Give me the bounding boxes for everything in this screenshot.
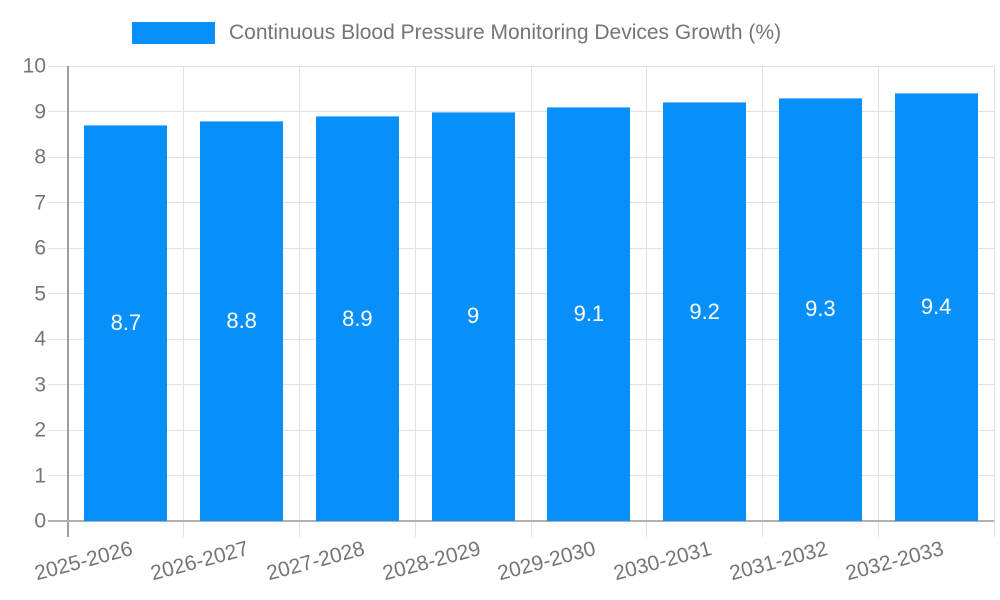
bar — [315, 116, 399, 521]
x-axis-line — [48, 520, 994, 522]
x-axis-category-label: 2030-2031 — [611, 537, 715, 586]
x-axis-category-label: 2029-2030 — [495, 537, 599, 586]
bar — [663, 102, 747, 521]
x-axis-category-label: 2031-2032 — [727, 537, 831, 586]
gridline-horizontal — [48, 429, 994, 431]
bar — [547, 106, 631, 521]
gridline-vertical — [183, 66, 185, 537]
y-axis-tick-label: 10 — [22, 54, 46, 78]
gridline-horizontal — [48, 111, 994, 112]
bar-value-label: 8.9 — [342, 305, 373, 331]
y-axis-tick-label: 9 — [34, 100, 46, 123]
gridline-horizontal — [48, 247, 994, 249]
gridline-horizontal — [48, 475, 994, 476]
gridline-horizontal — [48, 156, 994, 158]
bar-value-label: 9.1 — [573, 300, 605, 326]
legend-color-swatch — [132, 21, 215, 44]
bar — [200, 120, 284, 521]
bar-value-label: 8.8 — [226, 307, 257, 333]
bar — [431, 111, 515, 521]
gridline-vertical — [646, 66, 648, 537]
chart-legend: Continuous Blood Pressure Monitoring Dev… — [132, 21, 781, 44]
x-axis-category-label: 2027-2028 — [264, 537, 368, 586]
gridline-horizontal — [48, 65, 994, 67]
gridline-horizontal — [48, 293, 994, 294]
y-axis-tick-label: 6 — [34, 236, 46, 260]
y-axis-tick-label: 4 — [34, 327, 46, 351]
gridline-vertical — [299, 66, 300, 537]
gridline-vertical — [762, 66, 763, 537]
y-axis-tick-label: 1 — [34, 464, 46, 487]
gridline-vertical — [530, 66, 532, 537]
bar-value-label: 9.3 — [805, 296, 836, 322]
bar-value-label: 9.4 — [920, 294, 952, 320]
legend-series-label: Continuous Blood Pressure Monitoring Dev… — [229, 21, 782, 44]
bar-value-label: 9.2 — [689, 298, 720, 324]
gridline-vertical — [877, 66, 879, 537]
bar — [778, 97, 862, 521]
gridline-vertical — [993, 66, 995, 537]
y-axis-tick-label: 2 — [34, 418, 46, 442]
bar — [894, 93, 978, 521]
bar-value-label: 8.7 — [110, 310, 142, 336]
y-axis-tick-label: 8 — [34, 145, 46, 169]
gridline-vertical — [414, 66, 416, 537]
y-axis-tick-label: 0 — [34, 509, 46, 533]
gridline-horizontal — [48, 202, 994, 203]
gridline-horizontal — [48, 338, 994, 340]
x-axis-category-label: 2028-2029 — [379, 537, 483, 586]
x-axis-category-label: 2032-2033 — [842, 537, 946, 586]
y-axis-tick-label: 7 — [34, 191, 46, 214]
bar-value-label: 9 — [467, 303, 480, 329]
x-axis-category-label: 2026-2027 — [148, 537, 252, 586]
bar — [84, 125, 168, 521]
y-axis-tick-label: 5 — [34, 282, 46, 305]
gridline-horizontal — [48, 384, 994, 385]
y-axis-line — [67, 66, 69, 537]
x-axis-category-label: 2025-2026 — [32, 537, 136, 586]
y-axis-tick-label: 3 — [34, 373, 46, 396]
